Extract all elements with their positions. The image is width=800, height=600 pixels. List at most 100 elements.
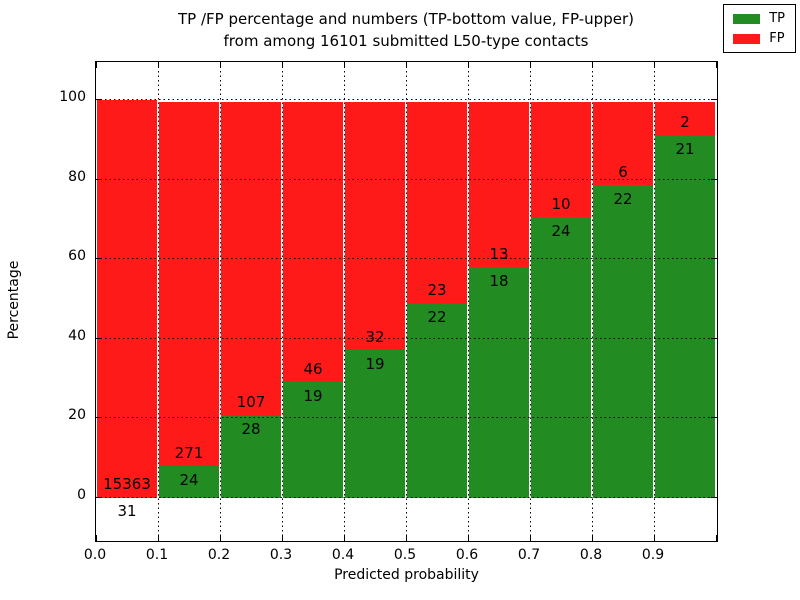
vertical-gridline	[344, 62, 345, 540]
tp-count-label: 19	[303, 386, 323, 405]
x-axis-label: Predicted probability	[334, 567, 479, 583]
tp-bar-segment	[593, 185, 653, 498]
y-tick-mark	[96, 497, 102, 498]
y-tick-label: 40	[68, 327, 86, 344]
x-tick-mark	[468, 62, 469, 68]
tp-count-label: 24	[551, 222, 571, 241]
tp-count-label: 24	[179, 470, 199, 489]
x-tick-mark	[158, 535, 159, 541]
x-tick-mark	[654, 535, 655, 541]
y-tick-mark	[96, 178, 102, 180]
x-tick-mark	[406, 535, 407, 541]
y-tick-mark	[711, 497, 717, 498]
fp-bar-segment	[159, 100, 219, 466]
vertical-gridline	[468, 62, 469, 540]
fp-count-label: 15363	[103, 475, 151, 494]
x-tick-label: 0.3	[269, 547, 293, 563]
x-tick-label: 0.6	[455, 547, 479, 563]
fp-bar-segment	[345, 100, 405, 350]
fp-bar-segment	[531, 100, 591, 218]
x-tick-label: 0.8	[579, 547, 603, 563]
y-tick-mark	[711, 258, 717, 260]
y-tick-mark	[96, 258, 102, 260]
vertical-gridline	[158, 62, 159, 540]
legend-label: FP	[769, 31, 785, 46]
fp-bar-segment	[97, 100, 157, 498]
x-tick-mark	[406, 62, 407, 68]
plot-area: 15363 31 271 24 107 28 46 19 32 19 23 22 13 18 10 24 6 22…	[95, 61, 718, 542]
fp-bar-segment	[221, 100, 281, 416]
y-tick-mark	[96, 99, 102, 100]
tp-count-label: 28	[241, 420, 261, 439]
x-tick-mark	[282, 62, 283, 68]
x-tick-label: 0.1	[145, 547, 169, 563]
tp-bar-segment	[221, 415, 281, 498]
x-tick-label: 0.4	[331, 547, 355, 563]
tp-bar-segment	[345, 349, 405, 498]
x-tick-label: 0.9	[641, 547, 665, 563]
fp-count-label: 46	[303, 359, 323, 378]
x-tick-mark	[344, 62, 345, 68]
x-tick-mark	[344, 535, 345, 541]
x-tick-mark	[468, 535, 469, 541]
y-tick-label: 100	[59, 89, 86, 105]
legend: TP FP	[723, 4, 796, 53]
horizontal-gridline	[96, 337, 716, 339]
y-tick-label: 20	[68, 407, 86, 424]
y-tick-label: 0	[77, 487, 86, 503]
fp-count-label: 13	[489, 244, 509, 263]
x-tick-mark	[716, 62, 717, 68]
x-tick-mark	[220, 535, 221, 541]
legend-entry: FP	[733, 32, 785, 45]
y-tick-mark	[711, 99, 717, 100]
tp-bar-segment	[283, 381, 343, 498]
vertical-gridline	[654, 62, 655, 540]
fp-count-label: 6	[618, 163, 628, 182]
tp-count-label: 21	[675, 139, 695, 158]
tp-bar-segment	[655, 134, 715, 498]
x-tick-mark	[220, 62, 221, 68]
vertical-gridline	[282, 62, 283, 540]
legend-entry: TP	[733, 12, 785, 25]
y-tick-mark	[96, 337, 102, 339]
fp-count-label: 107	[236, 393, 266, 412]
x-tick-label: 0.5	[393, 547, 417, 563]
tp-bar-segment	[159, 465, 219, 498]
x-tick-mark	[96, 62, 97, 68]
tp-bar-segment	[531, 217, 591, 498]
x-tick-label: 0.7	[517, 547, 541, 563]
x-tick-mark	[592, 535, 593, 541]
legend-label: TP	[769, 11, 785, 26]
fp-count-label: 2	[680, 112, 690, 131]
chart-title-line1: TP /FP percentage and numbers (TP-bottom…	[178, 10, 634, 28]
horizontal-gridline	[96, 497, 716, 498]
x-tick-mark	[530, 62, 531, 68]
horizontal-gridline	[96, 178, 716, 180]
x-tick-mark	[654, 62, 655, 68]
fp-bar-segment	[283, 100, 343, 382]
y-tick-mark	[711, 178, 717, 180]
y-tick-label: 80	[68, 168, 86, 185]
y-axis-label: Percentage	[6, 260, 22, 340]
horizontal-gridline	[96, 99, 716, 100]
tp-count-label: 31	[117, 502, 137, 521]
tp-count-label: 22	[613, 190, 633, 209]
x-tick-mark	[530, 535, 531, 541]
fp-bar-segment	[593, 100, 653, 186]
fp-count-label: 271	[174, 443, 204, 462]
fp-count-label: 32	[365, 327, 385, 346]
tp-legend-swatch	[733, 13, 761, 24]
fp-count-label: 23	[427, 281, 447, 300]
x-tick-mark	[282, 535, 283, 541]
tp-count-label: 18	[489, 271, 509, 290]
fp-legend-swatch	[733, 33, 761, 44]
tp-bar-segment	[469, 266, 529, 498]
y-tick-label: 60	[68, 248, 86, 265]
tp-count-label: 19	[365, 354, 385, 373]
vertical-gridline	[220, 62, 221, 540]
vertical-gridline	[406, 62, 407, 540]
y-tick-mark	[96, 417, 102, 419]
horizontal-gridline	[96, 258, 716, 260]
fp-bar-segment	[655, 100, 715, 135]
